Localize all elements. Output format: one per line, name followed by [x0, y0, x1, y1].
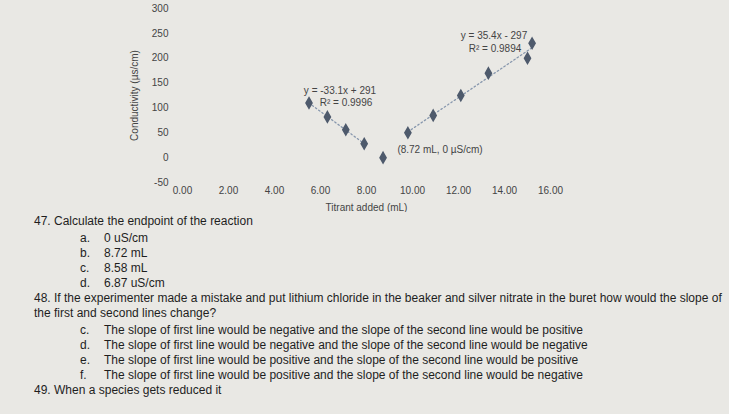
html-text:The slope of first line would: The slope of first line would be negativ…: [104, 338, 588, 352]
html-text:49. When a species gets reduce: 49. When a species gets reduced it: [34, 383, 222, 397]
html-text:(8.72 mL, 0 µS/cm): (8.72 mL, 0 µS/cm): [397, 144, 483, 155]
html-text:b.: b.: [80, 246, 90, 260]
html-text:c.: c.: [80, 323, 90, 337]
svg-text:-50: -50: [154, 177, 169, 188]
html-text:f.: f.: [80, 368, 87, 382]
html-text:c.: c.: [80, 261, 90, 275]
svg-text:14.00: 14.00: [492, 185, 517, 196]
svg-text:6.00: 6.00: [311, 185, 331, 196]
svg-text:100: 100: [152, 102, 169, 113]
svg-text:2.00: 2.00: [219, 185, 239, 196]
svg-text:0: 0: [163, 152, 169, 163]
html-text:d.: d.: [80, 338, 90, 352]
html-text:a.: a.: [80, 231, 90, 245]
svg-text:4.00: 4.00: [265, 185, 285, 196]
svg-text:Titrant added (mL): Titrant added (mL): [326, 202, 408, 213]
html-text:y = 35.4x - 297: y = 35.4x - 297: [460, 30, 528, 41]
html-text:48. If the experimenter made a: 48. If the experimenter made a mistake a…: [34, 291, 722, 320]
svg-text:Conductivity (µs/cm): Conductivity (µs/cm): [129, 50, 140, 141]
html-text:d.: d.: [80, 276, 90, 290]
svg-text:10.00: 10.00: [400, 185, 425, 196]
svg-text:8.00: 8.00: [357, 185, 377, 196]
svg-text:50: 50: [157, 127, 169, 138]
svg-text:300: 300: [152, 3, 169, 14]
html-text:The slope of first line would: The slope of first line would be negativ…: [104, 323, 583, 337]
html-text:0 uS/cm: 0 uS/cm: [104, 231, 148, 245]
svg-text:200: 200: [152, 52, 169, 63]
svg-text:150: 150: [152, 77, 169, 88]
svg-text:0.00: 0.00: [173, 185, 193, 196]
html-text:y = -33.1x + 291: y = -33.1x + 291: [303, 85, 377, 96]
html-text:The slope of first line would: The slope of first line would be positiv…: [104, 353, 579, 367]
html-text:The slope of first line would: The slope of first line would be positiv…: [104, 368, 583, 382]
svg-text:16.00: 16.00: [538, 185, 563, 196]
svg-text:250: 250: [152, 28, 169, 39]
html-text:e.: e.: [80, 353, 90, 367]
html-text:47. Calculate the endpoint of: 47. Calculate the endpoint of the reacti…: [34, 214, 253, 228]
svg-text:12.00: 12.00: [446, 185, 471, 196]
html-text:8.58 mL: 8.58 mL: [104, 261, 148, 275]
html-text:6.87 uS/cm: 6.87 uS/cm: [104, 276, 165, 290]
html-text:R² = 0.9996: R² = 0.9996: [319, 97, 373, 108]
html-text:8.72 mL: 8.72 mL: [104, 246, 148, 260]
html-text:R² = 0.9894: R² = 0.9894: [468, 43, 522, 54]
